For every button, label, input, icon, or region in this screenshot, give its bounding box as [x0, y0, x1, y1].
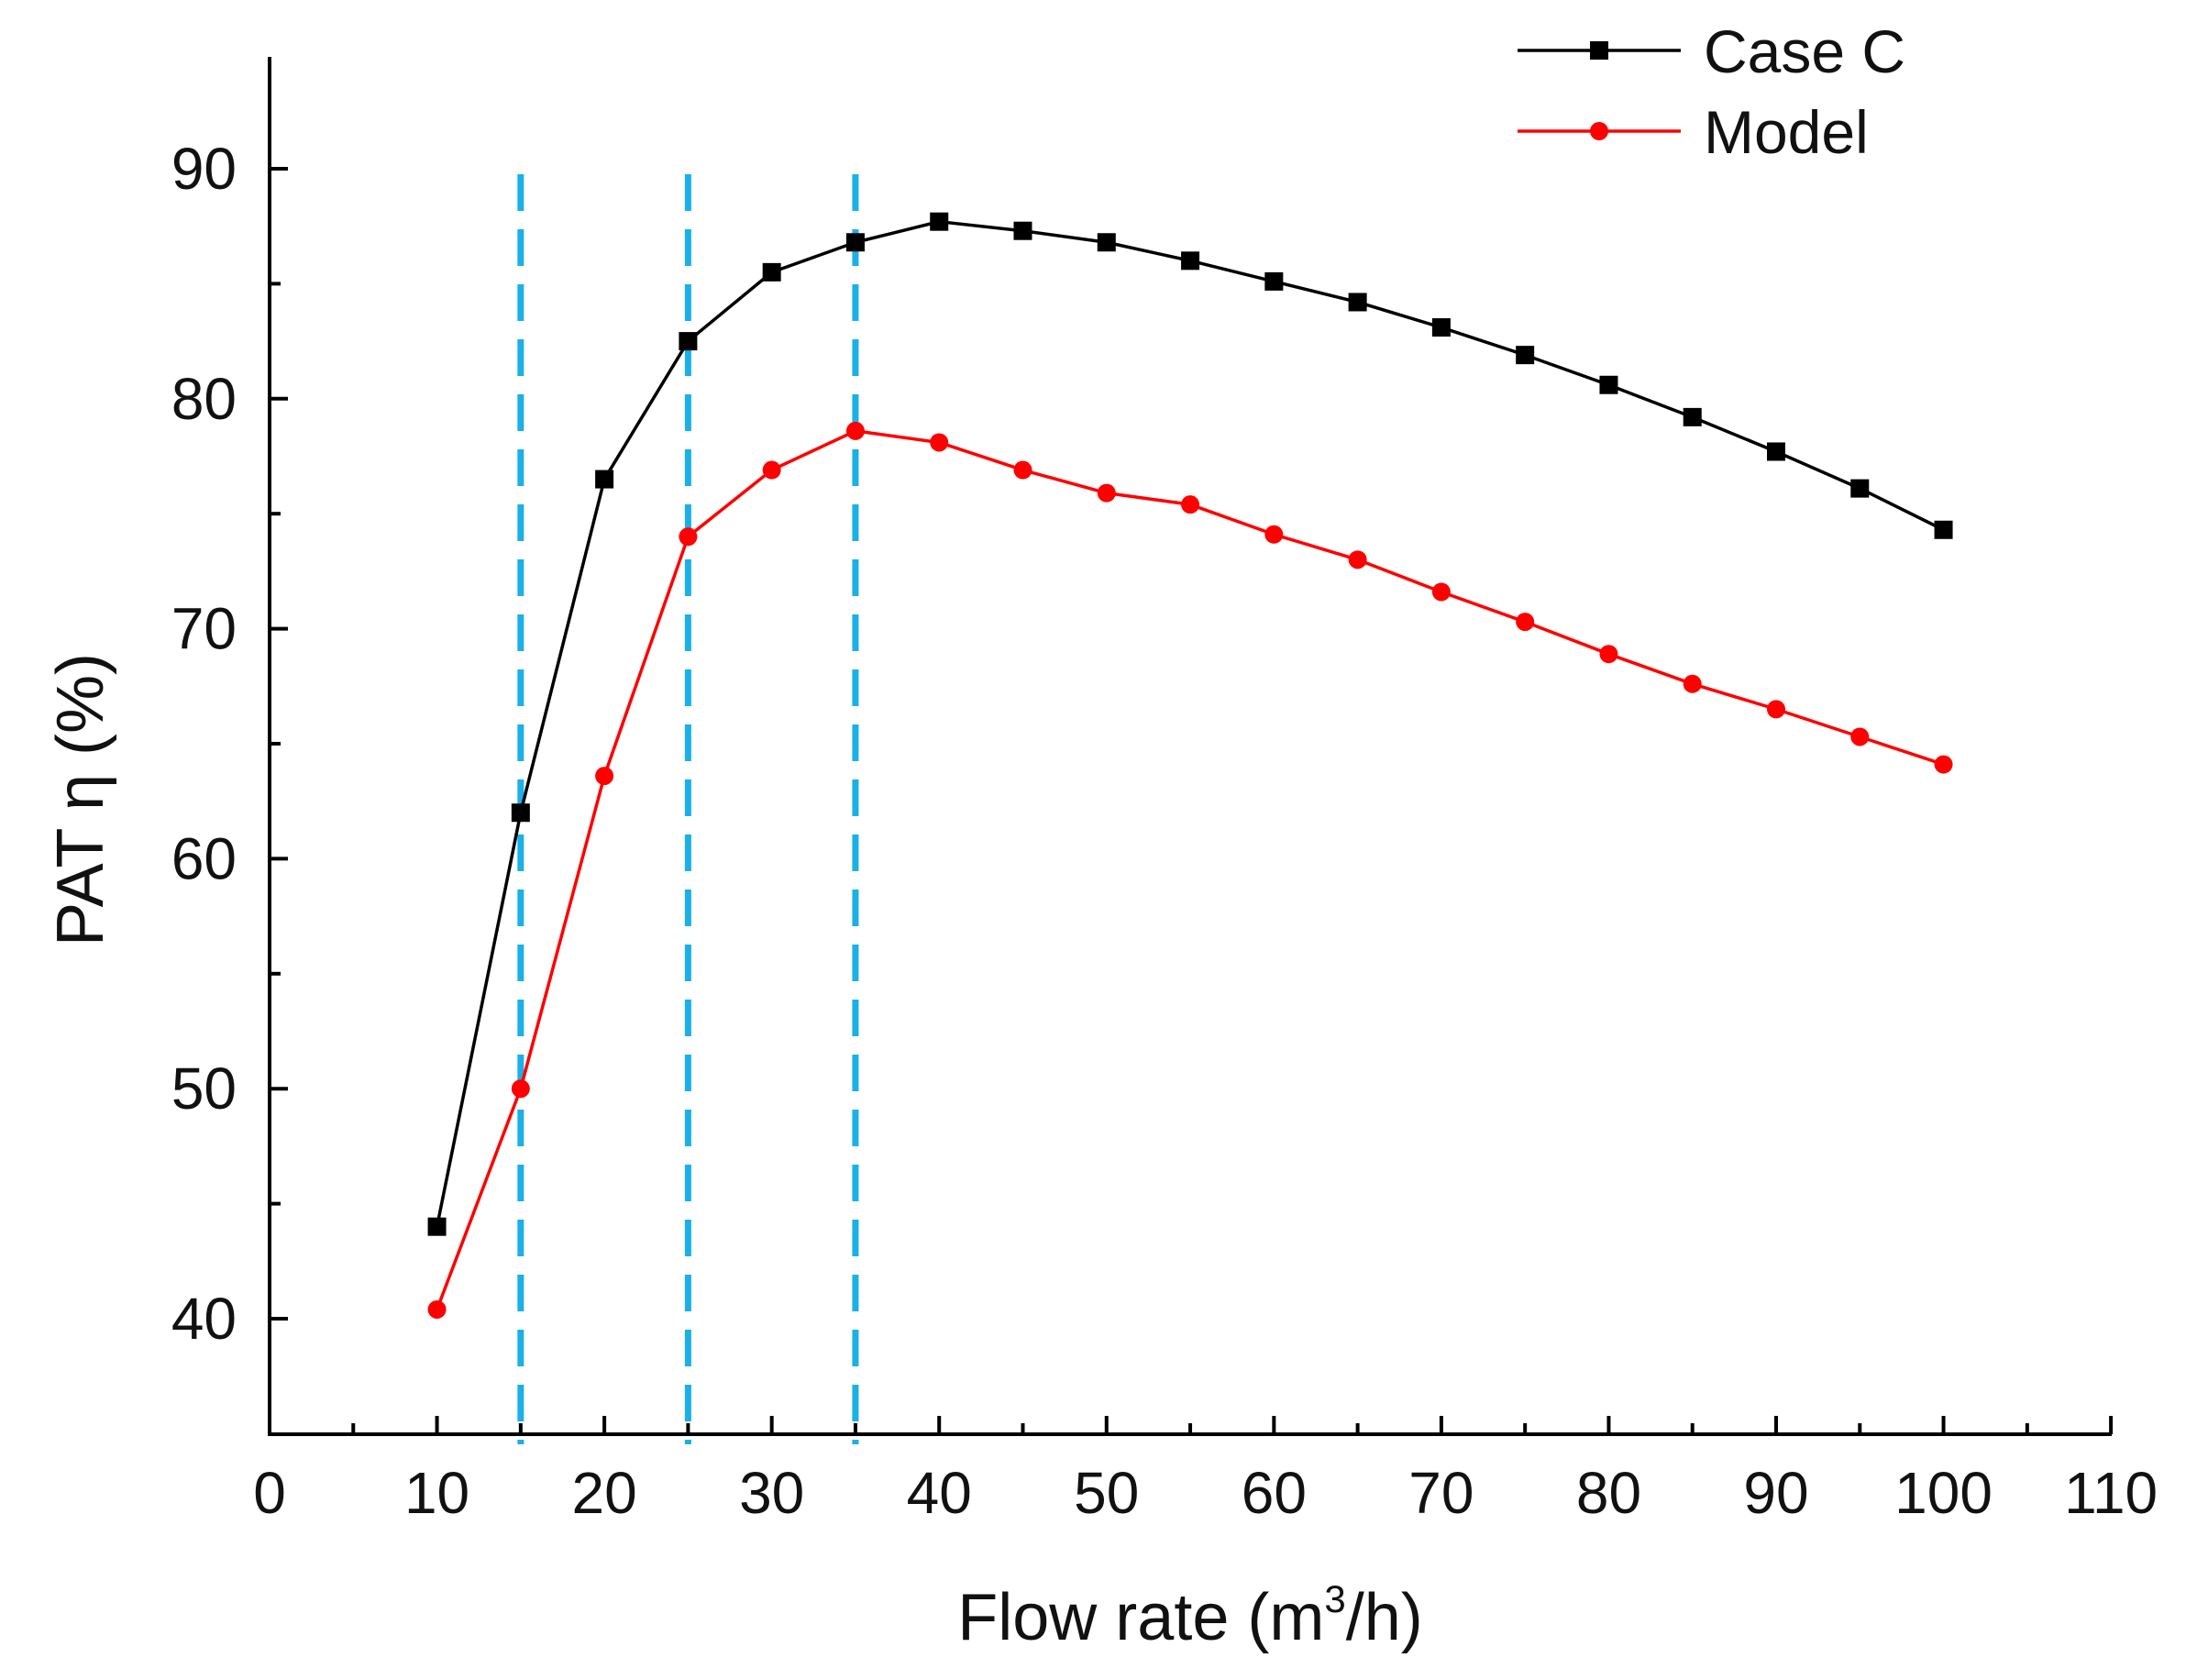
- y-axis-title: PAT η (%): [44, 653, 117, 946]
- data-point-case-c: [1431, 318, 1451, 337]
- legend-label-model: Model: [1704, 98, 1869, 166]
- x-tick-label: 70: [1408, 1460, 1474, 1526]
- x-tick-label: 90: [1743, 1460, 1808, 1526]
- axes: 0 10 20 30 40 50 60 70 80 90 100 110 40 50 60 70 80 90: [171, 57, 2158, 1526]
- data-point-model: [511, 1079, 530, 1099]
- legend-marker-case-c: [1590, 41, 1608, 60]
- y-tick-label: 40: [171, 1286, 237, 1352]
- x-tick-label: 60: [1242, 1460, 1307, 1526]
- data-point-model: [762, 460, 781, 480]
- y-tick-label: 60: [171, 825, 237, 891]
- y-tick-label: 90: [171, 136, 237, 202]
- data-point-case-c: [1516, 346, 1535, 365]
- data-point-case-c: [1850, 479, 1870, 498]
- data-point-case-c: [1767, 442, 1785, 461]
- legend-label-case-c: Case C: [1704, 17, 1905, 85]
- x-tick-label: 50: [1074, 1460, 1139, 1526]
- x-tick-label: 40: [907, 1460, 972, 1526]
- x-tick-label: 80: [1576, 1460, 1641, 1526]
- data-point-model: [427, 1299, 447, 1319]
- x-axis-title: Flow rate (m3/h): [957, 1577, 1422, 1654]
- data-point-case-c: [1264, 271, 1284, 291]
- data-point-model: [845, 421, 865, 440]
- data-point-case-c: [1683, 407, 1702, 426]
- data-point-model: [1013, 460, 1032, 480]
- data-point-model: [930, 433, 949, 452]
- legend: Case C Model: [1518, 17, 1905, 166]
- data-point-case-c: [762, 262, 781, 282]
- data-point-case-c: [427, 1217, 447, 1236]
- x-tick-label: 10: [404, 1460, 469, 1526]
- x-axis-title-sup: 3: [1324, 1577, 1345, 1620]
- data-point-case-c: [1348, 293, 1367, 312]
- x-tick-label: 0: [253, 1460, 286, 1526]
- data-point-case-c: [1599, 375, 1618, 394]
- x-tick-label: 110: [2064, 1460, 2158, 1526]
- legend-marker-model: [1590, 122, 1608, 140]
- data-point-model: [1683, 674, 1702, 693]
- data-point-model: [1516, 613, 1535, 632]
- y-tick-label: 70: [171, 596, 237, 662]
- data-point-case-c: [511, 803, 530, 823]
- reference-lines: [517, 174, 859, 1444]
- series-line-model: [435, 429, 1945, 1310]
- data-point-case-c: [1097, 233, 1116, 252]
- data-point-model: [1850, 727, 1870, 746]
- data-point-case-c: [1181, 251, 1200, 271]
- data-point-case-c: [595, 470, 614, 489]
- x-axis-title-main: Flow rate (m: [957, 1581, 1324, 1654]
- data-point-model: [1934, 755, 1953, 774]
- data-point-model: [595, 767, 614, 786]
- y-tick-label: 50: [171, 1056, 237, 1122]
- data-point-model: [1348, 550, 1367, 569]
- data-point-case-c: [1013, 221, 1032, 240]
- data-point-model: [1599, 645, 1618, 664]
- x-tick-label: 30: [739, 1460, 804, 1526]
- data-point-case-c: [1934, 520, 1953, 539]
- data-point-case-c: [845, 233, 865, 252]
- x-tick-label: 100: [1894, 1460, 1993, 1526]
- data-point-model: [1767, 700, 1785, 719]
- data-point-case-c: [930, 212, 949, 231]
- data-point-model: [1097, 483, 1116, 503]
- data-point-case-c: [679, 332, 698, 351]
- x-tick-label: 20: [572, 1460, 637, 1526]
- data-point-model: [1431, 582, 1451, 602]
- data-point-model: [1181, 495, 1200, 514]
- series-layer: [427, 212, 1953, 1319]
- x-axis-title-tail: /h): [1346, 1581, 1423, 1654]
- data-point-model: [679, 527, 698, 547]
- y-tick-label: 80: [171, 366, 237, 432]
- series-line-case-c: [435, 219, 1945, 1228]
- data-point-model: [1264, 525, 1284, 544]
